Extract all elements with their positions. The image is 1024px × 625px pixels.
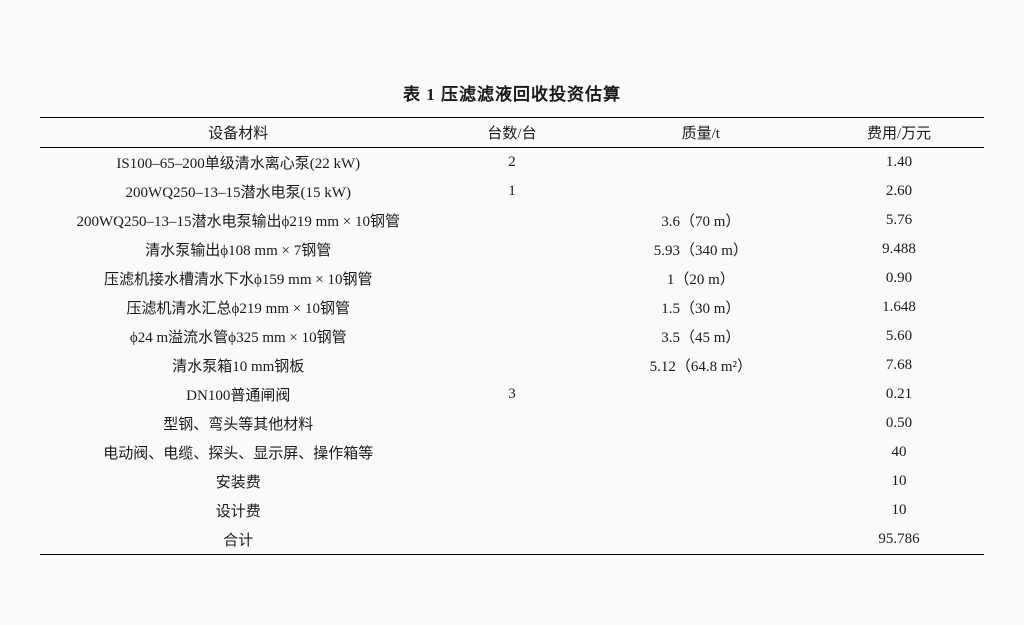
cell-mass: 5.93（340 m）	[588, 235, 815, 264]
cell-mass	[588, 525, 815, 555]
table-row: 电动阀、电缆、探头、显示屏、操作箱等 40	[40, 438, 984, 467]
cell-cost: 7.68	[814, 351, 984, 380]
table-row: IS100–65–200单级清水离心泵(22 kW)2 1.40	[40, 148, 984, 178]
cell-cost: 0.90	[814, 264, 984, 293]
cell-cost: 9.488	[814, 235, 984, 264]
cell-mass	[588, 380, 815, 409]
cell-mass	[588, 467, 815, 496]
cell-qty	[436, 235, 587, 264]
cell-cost: 5.76	[814, 206, 984, 235]
cell-mass: 3.5（45 m）	[588, 322, 815, 351]
cell-material: 型钢、弯头等其他材料	[40, 409, 436, 438]
col-header-qty: 台数/台	[436, 118, 587, 148]
investment-table: 设备材料 台数/台 质量/t 费用/万元 IS100–65–200单级清水离心泵…	[40, 117, 984, 555]
cell-mass: 3.6（70 m）	[588, 206, 815, 235]
cell-mass	[588, 177, 815, 206]
cell-mass: 1.5（30 m）	[588, 293, 815, 322]
cell-cost: 10	[814, 467, 984, 496]
table-row: 压滤机清水汇总ϕ219 mm × 10钢管 1.5（30 m）1.648	[40, 293, 984, 322]
cell-cost: 1.648	[814, 293, 984, 322]
cell-mass	[588, 409, 815, 438]
cell-mass: 1（20 m）	[588, 264, 815, 293]
cell-qty	[436, 264, 587, 293]
table-row: 清水泵输出ϕ108 mm × 7钢管 5.93（340 m）9.488	[40, 235, 984, 264]
cell-qty	[436, 322, 587, 351]
cell-mass	[588, 496, 815, 525]
cell-qty	[436, 293, 587, 322]
cell-qty	[436, 496, 587, 525]
cell-cost: 10	[814, 496, 984, 525]
cell-material: 清水泵箱10 mm钢板	[40, 351, 436, 380]
cell-material: 设计费	[40, 496, 436, 525]
cell-qty: 2	[436, 148, 587, 178]
cell-qty	[436, 409, 587, 438]
cell-cost: 5.60	[814, 322, 984, 351]
cell-material: 电动阀、电缆、探头、显示屏、操作箱等	[40, 438, 436, 467]
col-header-cost: 费用/万元	[814, 118, 984, 148]
cell-qty: 3	[436, 380, 587, 409]
col-header-mass: 质量/t	[588, 118, 815, 148]
cell-material: 压滤机接水槽清水下水ϕ159 mm × 10钢管	[40, 264, 436, 293]
table-row: 压滤机接水槽清水下水ϕ159 mm × 10钢管 1（20 m）0.90	[40, 264, 984, 293]
cell-cost: 95.786	[814, 525, 984, 555]
table-row: 设计费 10	[40, 496, 984, 525]
cell-qty	[436, 351, 587, 380]
cell-cost: 0.21	[814, 380, 984, 409]
cell-material: 清水泵输出ϕ108 mm × 7钢管	[40, 235, 436, 264]
cell-material: 合计	[40, 525, 436, 555]
table-row: 清水泵箱10 mm钢板 5.12（64.8 m²）7.68	[40, 351, 984, 380]
table-row: 200WQ250–13–15潜水电泵输出ϕ219 mm × 10钢管 3.6（70…	[40, 206, 984, 235]
cell-material: 200WQ250–13–15潜水电泵输出ϕ219 mm × 10钢管	[40, 206, 436, 235]
table-body: IS100–65–200单级清水离心泵(22 kW)2 1.40 200WQ250…	[40, 148, 984, 555]
cell-material: 压滤机清水汇总ϕ219 mm × 10钢管	[40, 293, 436, 322]
cell-cost: 0.50	[814, 409, 984, 438]
cell-material: ϕ24 m溢流水管ϕ325 mm × 10钢管	[40, 322, 436, 351]
table-row: DN100普通闸阀3 0.21	[40, 380, 984, 409]
cell-mass	[588, 438, 815, 467]
cell-qty	[436, 438, 587, 467]
cell-qty: 1	[436, 177, 587, 206]
table-row: 型钢、弯头等其他材料 0.50	[40, 409, 984, 438]
cell-qty	[436, 525, 587, 555]
table-row: 200WQ250–13–15潜水电泵(15 kW)1 2.60	[40, 177, 984, 206]
table-row: 安装费 10	[40, 467, 984, 496]
cell-mass: 5.12（64.8 m²）	[588, 351, 815, 380]
cell-material: 安装费	[40, 467, 436, 496]
table-row: ϕ24 m溢流水管ϕ325 mm × 10钢管 3.5（45 m）5.60	[40, 322, 984, 351]
cell-qty	[436, 206, 587, 235]
cell-cost: 2.60	[814, 177, 984, 206]
cell-material: DN100普通闸阀	[40, 380, 436, 409]
cell-material: 200WQ250–13–15潜水电泵(15 kW)	[40, 177, 436, 206]
cell-cost: 40	[814, 438, 984, 467]
cell-mass	[588, 148, 815, 178]
cell-cost: 1.40	[814, 148, 984, 178]
table-header-row: 设备材料 台数/台 质量/t 费用/万元	[40, 118, 984, 148]
table-row: 合计 95.786	[40, 525, 984, 555]
col-header-material: 设备材料	[40, 118, 436, 148]
cell-material: IS100–65–200单级清水离心泵(22 kW)	[40, 148, 436, 178]
cell-qty	[436, 467, 587, 496]
table-caption: 表 1 压滤滤液回收投资估算	[40, 80, 984, 105]
